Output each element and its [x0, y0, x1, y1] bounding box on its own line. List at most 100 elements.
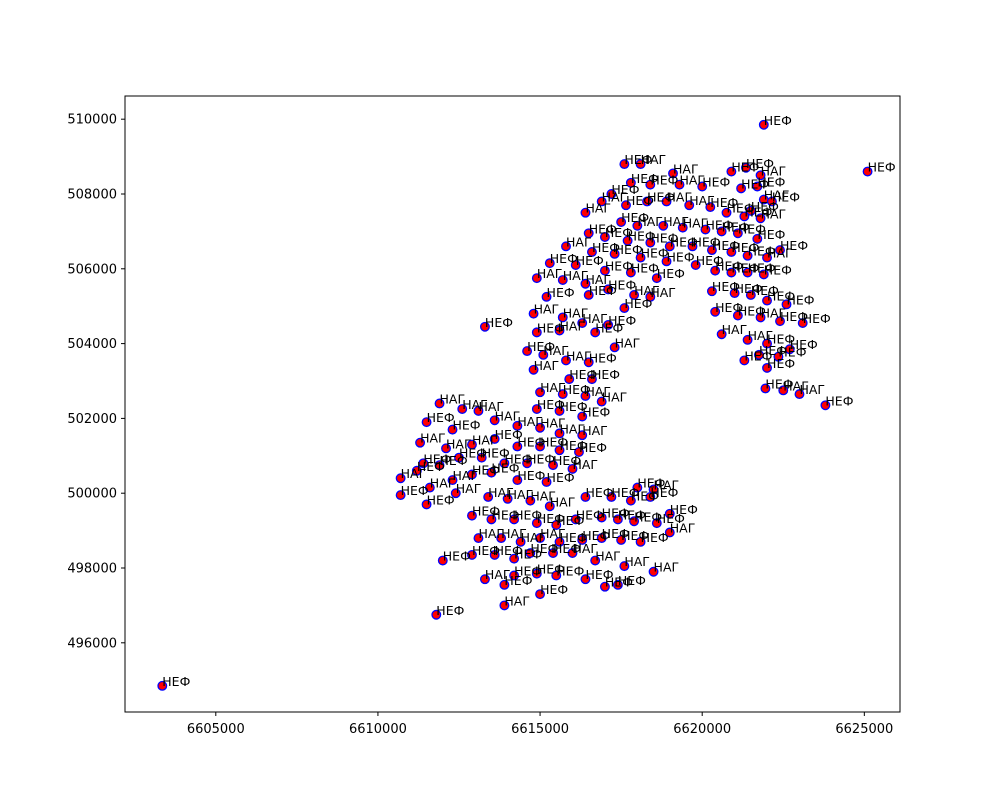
data-point: [664, 241, 675, 252]
data-point: [716, 226, 727, 237]
point-label: НЕФ: [803, 311, 831, 326]
point-label: НАГ: [650, 285, 676, 300]
point-label: НЕФ: [759, 343, 787, 358]
point-label: НЕФ: [482, 446, 510, 461]
data-point: [745, 290, 756, 300]
data-point: [742, 334, 753, 345]
point-label: НАГ: [440, 391, 466, 406]
data-point: [515, 536, 526, 547]
y-tick-label: 500000: [67, 487, 117, 502]
data-point: [773, 351, 784, 362]
data-point: [577, 535, 588, 545]
data-point: [596, 533, 607, 544]
point-label: НЕФ: [592, 240, 620, 255]
data-point: [664, 527, 675, 538]
point-label: НЕФ: [751, 199, 779, 214]
data-point: [554, 536, 565, 547]
point-label: НАГ: [472, 433, 498, 448]
data-point: [762, 295, 773, 306]
point-label: НАГ: [572, 457, 598, 472]
data-point: [557, 389, 568, 400]
point-label: НАГ: [585, 384, 611, 399]
data-point: [577, 411, 588, 422]
point-label: НАГ: [453, 468, 479, 483]
point-label: НЕФ: [705, 218, 733, 233]
data-point: [596, 512, 607, 523]
point-label: НАГ: [540, 526, 566, 541]
point-label: НЕФ: [527, 451, 555, 466]
data-point: [454, 452, 464, 463]
point-label: НАГ: [602, 189, 628, 204]
point-label: НАГ: [595, 549, 621, 564]
data-point: [554, 405, 565, 416]
point-label: НЕФ: [757, 175, 785, 190]
point-label: НЕФ: [744, 204, 772, 219]
data-point: [729, 288, 740, 299]
data-point: [739, 211, 750, 222]
data-point: [820, 400, 831, 411]
point-label: НЕФ: [650, 173, 678, 188]
x-tick-label: 6620000: [673, 722, 731, 737]
point-label: НЕФ: [825, 393, 853, 408]
y-axis: 496000 498000 500000 502000 504000 506000 5080…: [67, 113, 125, 651]
point-label: НАГ: [667, 189, 693, 204]
point-label: НАГ: [585, 272, 611, 287]
data-point: [599, 581, 610, 592]
data-point: [661, 196, 672, 207]
data-point: [489, 434, 500, 444]
point-label: НЕФ: [585, 485, 613, 500]
data-point: [580, 574, 591, 585]
data-point: [544, 258, 555, 269]
point-label: НЕФ: [527, 339, 555, 354]
data-point: [467, 469, 477, 480]
point-label: НЕФ: [735, 281, 763, 296]
point-label: НЕФ: [472, 463, 500, 478]
point-label: НАГ: [764, 188, 790, 203]
data-point: [554, 445, 565, 456]
point-label: НЕФ: [576, 507, 604, 522]
data-point: [479, 574, 490, 585]
point-label: НЕФ: [741, 176, 769, 191]
point-label: НЕФ: [624, 152, 652, 167]
point-label: НАГ: [534, 358, 560, 373]
data-point: [499, 579, 510, 590]
point-label: НЕФ: [537, 320, 565, 335]
data-point: [716, 329, 727, 340]
point-label: НАГ: [401, 466, 427, 481]
point-label: НЕФ: [621, 210, 649, 225]
data-point: [736, 183, 747, 194]
point-label: НАГ: [572, 541, 598, 556]
point-label: НЕФ: [641, 530, 669, 545]
point-label: НЕФ: [556, 563, 584, 578]
point-label: НЕФ: [624, 296, 652, 311]
data-point: [434, 398, 445, 409]
point-label: НЕФ: [692, 234, 720, 249]
data-point: [499, 458, 510, 469]
point-label: НЕФ: [780, 238, 808, 253]
data-point: [753, 349, 764, 360]
data-point: [755, 312, 766, 323]
data-point: [502, 493, 513, 504]
data-point: [476, 452, 487, 463]
point-label: НЕФ: [417, 459, 445, 474]
point-label: НАГ: [540, 416, 566, 431]
data-point: [583, 228, 594, 239]
data-point: [509, 553, 520, 564]
point-label: НАГ: [478, 399, 504, 414]
data-point: [567, 548, 578, 558]
data-point: [674, 179, 685, 190]
point-label: НАГ: [799, 382, 825, 397]
point-label: НАГ: [446, 436, 472, 451]
point-label: НАГ: [748, 328, 774, 343]
point-label: НАГ: [637, 214, 663, 229]
point-label: НЕФ: [602, 506, 630, 521]
data-point: [612, 579, 623, 590]
point-label: НЕФ: [767, 356, 795, 371]
data-point: [742, 267, 753, 278]
point-label: НЕФ: [401, 483, 429, 498]
x-tick-label: 6610000: [349, 722, 407, 737]
data-point: [548, 460, 558, 471]
data-point: [528, 364, 539, 375]
data-point: [486, 514, 497, 525]
